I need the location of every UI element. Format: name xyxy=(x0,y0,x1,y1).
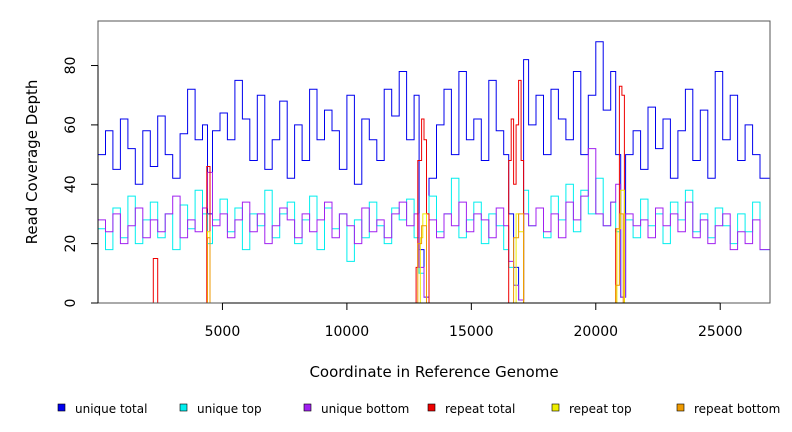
x-axis: 5000 10000 15000 20000 25000 xyxy=(205,302,743,340)
legend-swatch xyxy=(303,403,312,412)
y-tick-label: 20 xyxy=(63,235,79,253)
legend-label: unique total xyxy=(75,402,147,416)
legend-swatch xyxy=(676,403,685,412)
legend-item-repeat-bottom: repeat bottom xyxy=(676,402,780,416)
y-tick-label: 80 xyxy=(63,57,79,75)
legend-item-unique-total: unique total xyxy=(57,402,147,416)
x-axis-title: Coordinate in Reference Genome xyxy=(309,363,558,381)
y-tick-label: 40 xyxy=(63,175,79,193)
x-tick-label: 15000 xyxy=(449,324,494,340)
series-line-unique-bottom xyxy=(98,148,771,301)
x-tick-label: 25000 xyxy=(698,324,743,340)
legend-item-unique-top: unique top xyxy=(179,402,262,416)
legend-swatch xyxy=(179,403,188,412)
legend: unique total unique top unique bottom repea… xyxy=(57,402,780,416)
legend-label: repeat bottom xyxy=(694,402,780,416)
y-tick-label: 60 xyxy=(63,116,79,134)
x-tick-label: 5000 xyxy=(205,324,241,340)
legend-swatch xyxy=(427,403,436,412)
legend-label: repeat total xyxy=(445,402,515,416)
y-axis: 0 20 40 60 80 xyxy=(63,57,99,308)
x-tick-label: 20000 xyxy=(574,324,619,340)
x-tick-label: 10000 xyxy=(325,324,370,340)
legend-item-repeat-total: repeat total xyxy=(427,402,515,416)
y-axis-title: Read Coverage Depth xyxy=(23,80,41,245)
legend-label: unique top xyxy=(197,402,262,416)
legend-label: unique bottom xyxy=(321,402,409,416)
legend-item-repeat-top: repeat top xyxy=(551,402,632,416)
y-tick-label: 0 xyxy=(63,299,79,308)
legend-swatch xyxy=(57,403,66,412)
legend-item-unique-bottom: unique bottom xyxy=(303,402,409,416)
legend-label: repeat top xyxy=(569,402,632,416)
legend-swatch xyxy=(551,403,560,412)
